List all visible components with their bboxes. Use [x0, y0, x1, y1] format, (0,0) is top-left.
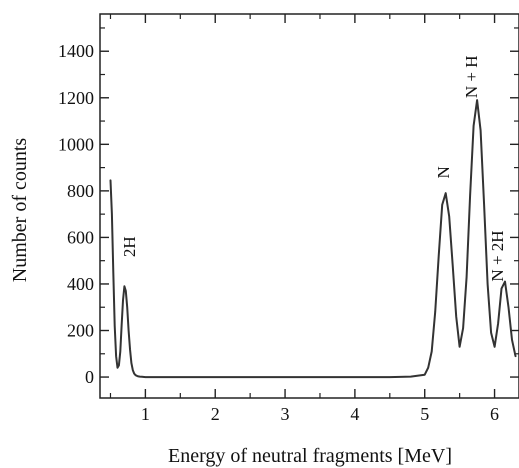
x-tick-label: 2 [211, 404, 220, 424]
peak-annotations: 2H N N + H N + 2H [120, 55, 507, 281]
y-axis-label: Number of counts [9, 138, 31, 283]
peak-annotation: N + H [462, 55, 481, 98]
y-tick-label: 600 [67, 227, 94, 247]
axis-tick-labels: 0 200 400 600 800 1000 1200 1400 1 2 3 4 5 6 [58, 41, 499, 424]
peak-annotation: 2H [120, 236, 139, 257]
x-axis-label: Energy of neutral fragments [MeV] [168, 445, 452, 467]
peak-annotation: N [434, 166, 453, 178]
y-tick-label: 200 [67, 321, 94, 341]
y-tick-label: 800 [67, 181, 94, 201]
x-tick-label: 1 [141, 404, 150, 424]
y-tick-label: 0 [85, 367, 94, 387]
y-tick-label: 1400 [58, 41, 94, 61]
x-tick-label: 4 [350, 404, 359, 424]
data-series [109, 99, 517, 379]
x-tick-label: 3 [281, 404, 290, 424]
axis-ticks [100, 14, 519, 398]
y-tick-label: 1200 [58, 88, 94, 108]
x-tick-label: 5 [420, 404, 429, 424]
series-line-0 [109, 99, 517, 379]
y-tick-label: 1000 [58, 134, 94, 154]
plot-frame [99, 13, 519, 399]
x-tick-label: 6 [490, 404, 499, 424]
peak-annotation: N + 2H [488, 230, 507, 281]
y-tick-label: 400 [67, 274, 94, 294]
